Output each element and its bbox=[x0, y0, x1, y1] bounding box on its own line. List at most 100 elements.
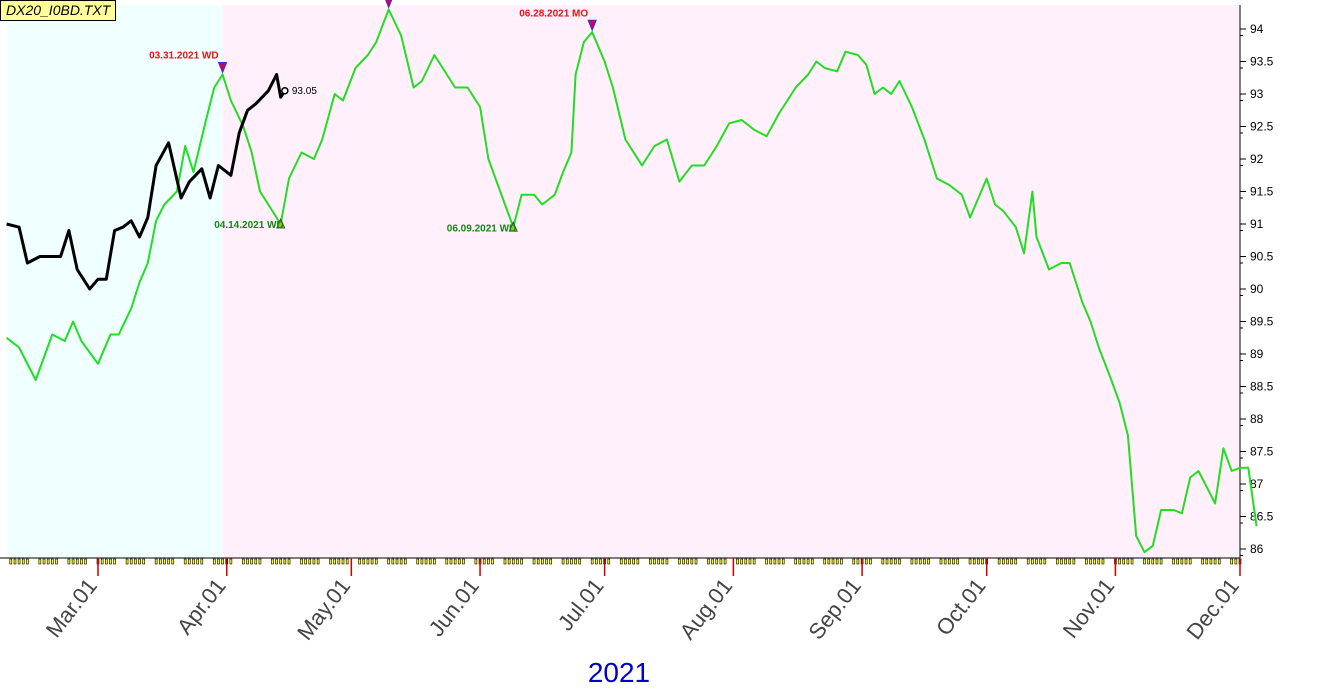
x-day-tick bbox=[84, 558, 87, 565]
x-day-tick bbox=[13, 558, 17, 565]
x-day-tick bbox=[67, 558, 71, 565]
x-day-tick bbox=[507, 558, 511, 565]
x-day-tick bbox=[561, 558, 565, 565]
x-day-tick bbox=[362, 558, 366, 565]
y-tick-label: 90.5 bbox=[1250, 250, 1274, 264]
x-day-tick bbox=[1234, 558, 1238, 565]
x-day-tick bbox=[852, 558, 856, 565]
trough-annotation: 04.14.2021 WD bbox=[214, 220, 284, 231]
x-day-tick bbox=[387, 558, 390, 565]
x-day-tick bbox=[835, 558, 839, 565]
x-day-tick bbox=[17, 558, 21, 565]
x-day-tick bbox=[329, 558, 332, 565]
x-day-tick bbox=[1184, 558, 1188, 565]
x-day-tick bbox=[653, 558, 656, 565]
x-day-tick bbox=[316, 558, 320, 565]
x-day-tick bbox=[910, 558, 914, 565]
x-day-tick bbox=[167, 558, 170, 565]
x-day-tick bbox=[1122, 558, 1126, 565]
x-day-tick bbox=[200, 558, 204, 565]
x-day-tick bbox=[1014, 558, 1018, 565]
y-tick-label: 87.5 bbox=[1250, 445, 1274, 459]
y-tick-label: 89 bbox=[1250, 347, 1264, 361]
x-day-tick bbox=[752, 558, 756, 565]
x-day-tick bbox=[948, 558, 951, 565]
x-day-tick bbox=[516, 558, 519, 565]
x-day-tick bbox=[628, 558, 631, 565]
x-day-tick bbox=[997, 558, 1001, 565]
x-day-tick bbox=[823, 558, 827, 565]
x-day-tick bbox=[1031, 558, 1034, 565]
x-day-tick bbox=[1126, 558, 1130, 565]
x-day-tick bbox=[1213, 558, 1217, 565]
x-day-tick bbox=[217, 558, 220, 565]
x-day-tick bbox=[885, 558, 889, 565]
x-day-tick bbox=[1151, 558, 1155, 565]
x-day-tick bbox=[445, 558, 449, 565]
x-day-tick bbox=[134, 558, 137, 565]
x-day-tick bbox=[864, 558, 868, 565]
peak-annotation: 06.28.2021 MO bbox=[519, 8, 588, 19]
x-day-tick bbox=[1006, 558, 1009, 565]
x-day-tick bbox=[649, 558, 652, 565]
x-day-tick bbox=[678, 558, 681, 565]
x-day-tick bbox=[827, 558, 831, 565]
x-day-tick bbox=[740, 558, 743, 565]
x-day-tick bbox=[1180, 558, 1184, 565]
x-day-tick bbox=[545, 558, 548, 565]
x-day-tick bbox=[840, 558, 843, 565]
x-day-tick bbox=[304, 558, 307, 565]
x-day-tick bbox=[619, 558, 623, 565]
y-tick-label: 91 bbox=[1250, 217, 1264, 231]
x-day-tick bbox=[802, 558, 806, 565]
x-day-tick bbox=[690, 558, 694, 565]
y-tick-label: 86 bbox=[1250, 542, 1264, 556]
x-tick-label: Sep.01 bbox=[803, 574, 866, 644]
x-day-tick bbox=[212, 558, 216, 565]
x-day-tick bbox=[1055, 558, 1059, 565]
x-day-tick bbox=[1085, 558, 1088, 565]
x-day-tick bbox=[474, 558, 478, 565]
x-day-tick bbox=[881, 558, 885, 565]
x-tick-label: Apr.01 bbox=[172, 574, 231, 640]
x-day-tick bbox=[221, 558, 224, 565]
x-tick-label: Nov.01 bbox=[1058, 574, 1120, 643]
x-day-tick bbox=[927, 558, 930, 565]
x-day-tick bbox=[433, 558, 436, 565]
x-day-tick bbox=[1035, 558, 1038, 565]
x-day-tick bbox=[810, 558, 814, 565]
x-day-tick bbox=[1093, 558, 1096, 565]
y-tick-label: 93 bbox=[1250, 87, 1264, 101]
x-day-tick bbox=[1101, 558, 1105, 565]
x-day-tick bbox=[624, 558, 627, 565]
x-day-tick bbox=[1118, 558, 1121, 565]
x-day-tick bbox=[1064, 558, 1067, 565]
series-line-green bbox=[5, 8, 1258, 554]
x-day-tick bbox=[9, 558, 13, 565]
x-day-tick bbox=[246, 558, 249, 565]
x-day-tick bbox=[21, 558, 25, 565]
x-day-tick bbox=[1201, 558, 1204, 565]
x-day-tick bbox=[632, 558, 636, 565]
x-day-tick bbox=[42, 558, 46, 565]
x-tick-label: Dec.01 bbox=[1181, 574, 1244, 644]
x-day-tick bbox=[806, 558, 810, 565]
x-day-tick bbox=[457, 558, 461, 565]
x-day-tick bbox=[26, 558, 29, 565]
file-label: DX20_I0BD.TXT bbox=[0, 0, 117, 21]
x-day-tick bbox=[549, 558, 552, 565]
x-day-tick bbox=[939, 558, 943, 565]
x-day-tick bbox=[138, 558, 141, 565]
x-day-tick bbox=[300, 558, 303, 565]
x-day-tick bbox=[242, 558, 245, 565]
x-day-tick bbox=[719, 558, 723, 565]
x-day-tick bbox=[748, 558, 752, 565]
x-day-tick bbox=[358, 558, 361, 565]
x-day-tick bbox=[565, 558, 569, 565]
x-day-tick bbox=[55, 558, 58, 565]
x-day-tick bbox=[711, 558, 714, 565]
x-day-tick bbox=[889, 558, 893, 565]
shaded-region-1 bbox=[6, 5, 223, 558]
x-day-tick bbox=[449, 558, 453, 565]
x-day-tick bbox=[51, 558, 54, 565]
